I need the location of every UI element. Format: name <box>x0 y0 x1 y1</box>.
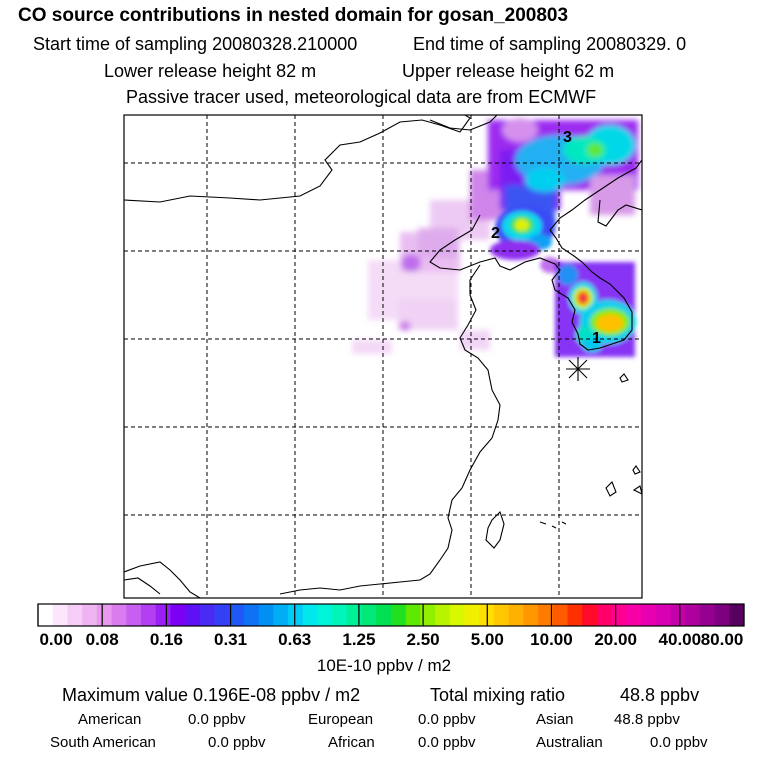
region-asian-value: 48.8 ppbv <box>614 711 680 728</box>
legend-tick-label: 0.63 <box>278 630 312 649</box>
legend-tick-label: 2.50 <box>406 630 440 649</box>
upper-release-label: Upper release height 62 m <box>402 61 615 81</box>
tracer-note: Passive tracer used, meteorological data… <box>126 87 597 107</box>
region-australian-value: 0.0 ppbv <box>650 734 708 751</box>
receptor-asterisk-icon <box>566 357 590 381</box>
legend-tick-label: 40.00 <box>658 630 702 649</box>
legend-tick-label: 0.16 <box>149 630 183 649</box>
region-australian-name: Australian <box>536 734 603 751</box>
legend-tick-label: 0.00 <box>39 630 73 649</box>
marker-1: 1 <box>592 330 601 347</box>
legend-tick-label: 20.00 <box>594 630 637 649</box>
legend-tick-label: 80.00 <box>700 630 744 649</box>
legend-tick-label: 10.00 <box>530 630 573 649</box>
legend-units: 10E-10 ppbv / m2 <box>316 656 452 675</box>
region-south-american-value: 0.0 ppbv <box>208 734 266 751</box>
end-time-label: End time of sampling 20080329. 0 <box>413 34 687 54</box>
legend-tick-label: 0.08 <box>85 630 119 649</box>
marker-3: 3 <box>563 129 572 146</box>
map-frame <box>123 114 643 599</box>
legend-tick-label: 5.00 <box>470 630 504 649</box>
total-mixing-label: Total mixing ratio <box>430 685 566 705</box>
start-time-label: Start time of sampling 20080328.210000 <box>33 34 358 54</box>
region-african-name: African <box>328 734 375 751</box>
emission-field <box>124 115 642 598</box>
region-european-value: 0.0 ppbv <box>418 711 476 728</box>
region-african-value: 0.0 ppbv <box>418 734 476 751</box>
region-european-name: European <box>308 711 374 728</box>
legend-tick-label: 0.31 <box>213 630 248 649</box>
region-asian-name: Asian <box>536 711 574 728</box>
coastline <box>124 115 642 598</box>
region-american-value: 0.0 ppbv <box>188 711 246 728</box>
region-american-name: American <box>78 711 142 728</box>
marker-2: 2 <box>491 225 500 242</box>
max-value-label: Maximum value 0.196E-08 ppbv / m2 <box>62 685 361 705</box>
legend-tick-label: 1.25 <box>342 630 376 649</box>
page-title: CO source contributions in nested domain… <box>18 5 569 26</box>
map-gridlines <box>124 115 642 598</box>
lower-release-label: Lower release height 82 m <box>104 61 317 81</box>
total-mixing-value: 48.8 ppbv <box>620 685 700 705</box>
region-south-american-name: South American <box>50 734 156 751</box>
